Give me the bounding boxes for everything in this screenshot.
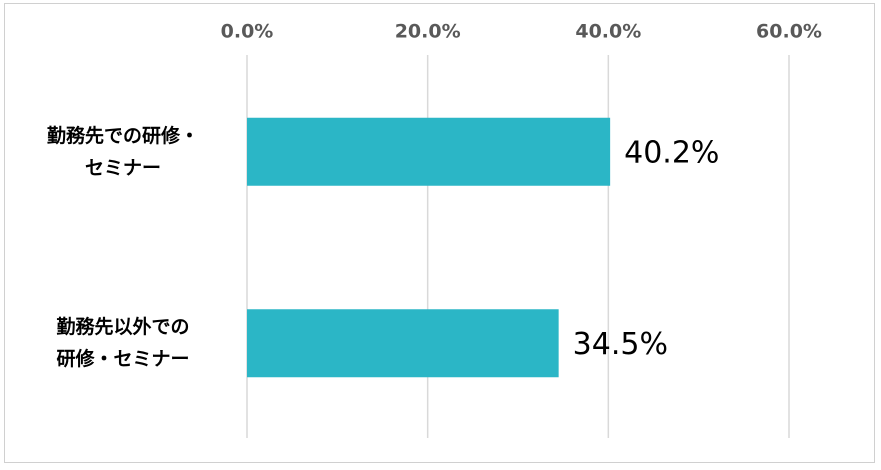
x-tick-label: 40.0%: [575, 21, 641, 43]
x-tick-label: 20.0%: [395, 21, 461, 43]
bar: [247, 117, 611, 186]
x-tick-label: 60.0%: [756, 21, 822, 43]
value-label: 34.5%: [573, 327, 668, 362]
x-tick-label: 0.0%: [221, 21, 274, 43]
category-label: 勤務先での研修・ セミナー: [46, 124, 199, 179]
category-label: 勤務先以外での 研修・セミナー: [56, 316, 190, 371]
chart-frame: [4, 3, 875, 463]
bar: [247, 309, 559, 378]
value-label: 40.2%: [624, 135, 719, 170]
